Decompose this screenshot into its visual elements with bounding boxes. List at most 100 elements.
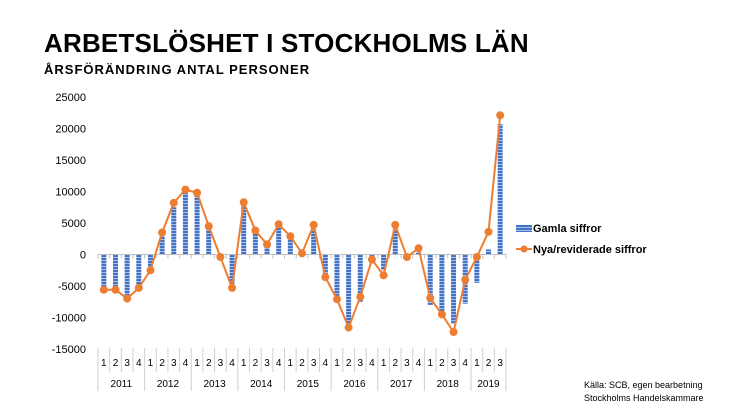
quarter-label: 2 bbox=[439, 358, 445, 369]
quarter-label: 1 bbox=[101, 358, 107, 369]
bar-gamla-siffror bbox=[322, 254, 328, 280]
y-tick-label: 5000 bbox=[62, 218, 86, 230]
source-line-1: Källa: SCB, egen bearbetning bbox=[584, 380, 703, 390]
point-nya-siffror bbox=[111, 285, 120, 294]
year-label: 2017 bbox=[390, 379, 413, 390]
point-nya-siffror bbox=[204, 222, 213, 231]
legend-bar-swatch bbox=[516, 225, 532, 232]
quarter-label: 4 bbox=[416, 358, 422, 369]
quarter-label: 1 bbox=[427, 358, 433, 369]
legend-label-nya: Nya/reviderade siffror bbox=[533, 244, 647, 256]
point-nya-siffror bbox=[181, 185, 190, 194]
quarter-label: 1 bbox=[288, 358, 294, 369]
quarter-label: 1 bbox=[381, 358, 387, 369]
quarter-label: 2 bbox=[253, 358, 259, 369]
bar-gamla-siffror bbox=[229, 254, 235, 288]
point-nya-siffror bbox=[228, 283, 237, 292]
year-label: 2012 bbox=[157, 379, 180, 390]
point-nya-siffror bbox=[461, 275, 470, 284]
bar-gamla-siffror bbox=[276, 228, 282, 255]
y-tick-label: 10000 bbox=[55, 187, 86, 199]
bar-gamla-siffror bbox=[427, 254, 433, 305]
point-nya-siffror bbox=[496, 111, 505, 120]
quarter-label: 4 bbox=[369, 358, 375, 369]
quarter-label: 1 bbox=[474, 358, 480, 369]
point-nya-siffror bbox=[146, 266, 155, 275]
point-nya-siffror bbox=[298, 249, 306, 258]
point-nya-siffror bbox=[391, 220, 400, 229]
bar-gamla-siffror bbox=[194, 194, 200, 255]
point-nya-siffror bbox=[99, 285, 108, 294]
quarter-label: 3 bbox=[171, 358, 177, 369]
quarter-label: 3 bbox=[311, 358, 317, 369]
bar-gamla-siffror bbox=[147, 254, 153, 268]
point-nya-siffror bbox=[123, 294, 132, 303]
source-line-2: Stockholms Handelskammare bbox=[584, 393, 704, 403]
quarter-label: 1 bbox=[241, 358, 247, 369]
year-label: 2013 bbox=[203, 379, 226, 390]
y-tick-label: 0 bbox=[80, 250, 86, 262]
quarter-label: 3 bbox=[404, 358, 410, 369]
bar-gamla-siffror bbox=[381, 254, 387, 271]
point-nya-siffror bbox=[169, 198, 178, 207]
bar-gamla-siffror bbox=[451, 254, 457, 324]
bar-gamla-siffror bbox=[346, 254, 352, 327]
year-label: 2011 bbox=[111, 379, 133, 390]
point-nya-siffror bbox=[193, 188, 202, 197]
bar-gamla-siffror bbox=[497, 124, 503, 255]
quarter-label: 1 bbox=[148, 358, 154, 369]
quarter-label: 4 bbox=[229, 358, 235, 369]
y-tick-label: -10000 bbox=[52, 313, 86, 325]
bar-gamla-siffror bbox=[439, 254, 445, 315]
legend-label-gamla: Gamla siffror bbox=[533, 223, 602, 235]
point-nya-siffror bbox=[484, 227, 493, 236]
point-nya-siffror bbox=[379, 271, 388, 280]
quarter-label: 2 bbox=[486, 358, 492, 369]
y-tick-label: 25000 bbox=[55, 92, 86, 104]
quarter-label: 3 bbox=[451, 358, 457, 369]
bar-gamla-siffror bbox=[112, 254, 118, 291]
bar-gamla-siffror bbox=[206, 229, 212, 255]
point-nya-siffror bbox=[356, 292, 365, 301]
point-nya-siffror bbox=[367, 255, 376, 264]
year-label: 2019 bbox=[477, 379, 500, 390]
point-nya-siffror bbox=[251, 226, 260, 235]
bar-gamla-siffror bbox=[252, 232, 258, 255]
year-label: 2018 bbox=[437, 379, 460, 390]
bar-gamla-siffror bbox=[486, 249, 492, 255]
y-tick-label: -5000 bbox=[58, 281, 86, 293]
point-nya-siffror bbox=[472, 253, 481, 262]
bar-gamla-siffror bbox=[474, 254, 480, 283]
year-label: 2016 bbox=[343, 379, 366, 390]
point-nya-siffror bbox=[134, 283, 143, 292]
chart-title: ARBETSLÖSHET I STOCKHOLMS LÄN bbox=[44, 28, 529, 58]
bar-gamla-siffror bbox=[159, 235, 165, 255]
bar-gamla-siffror bbox=[182, 192, 188, 255]
point-nya-siffror bbox=[274, 220, 283, 229]
quarter-label: 2 bbox=[346, 358, 352, 369]
year-label: 2014 bbox=[250, 379, 273, 390]
point-nya-siffror bbox=[321, 273, 330, 282]
point-nya-siffror bbox=[449, 327, 458, 336]
bar-gamla-siffror bbox=[241, 204, 247, 255]
quarter-label: 3 bbox=[264, 358, 270, 369]
bar-gamla-siffror bbox=[357, 254, 363, 302]
point-nya-siffror bbox=[344, 323, 353, 332]
y-tick-label: -15000 bbox=[52, 344, 86, 356]
quarter-label: 2 bbox=[299, 358, 305, 369]
bar-gamla-siffror bbox=[101, 254, 107, 290]
bar-gamla-siffror bbox=[416, 252, 422, 255]
quarter-label: 2 bbox=[113, 358, 119, 369]
chart-subtitle: ÅRSFÖRÄNDRING ANTAL PERSONER bbox=[44, 62, 311, 77]
quarter-label: 3 bbox=[497, 358, 503, 369]
point-nya-siffror bbox=[414, 244, 423, 253]
bar-gamla-siffror bbox=[392, 229, 398, 255]
quarter-label: 1 bbox=[194, 358, 200, 369]
year-label: 2015 bbox=[297, 379, 320, 390]
point-nya-siffror bbox=[437, 310, 446, 319]
bar-gamla-siffror bbox=[311, 229, 317, 255]
bar-gamla-siffror bbox=[124, 254, 130, 299]
point-nya-siffror bbox=[426, 293, 435, 302]
bar-gamla-siffror bbox=[171, 207, 177, 255]
